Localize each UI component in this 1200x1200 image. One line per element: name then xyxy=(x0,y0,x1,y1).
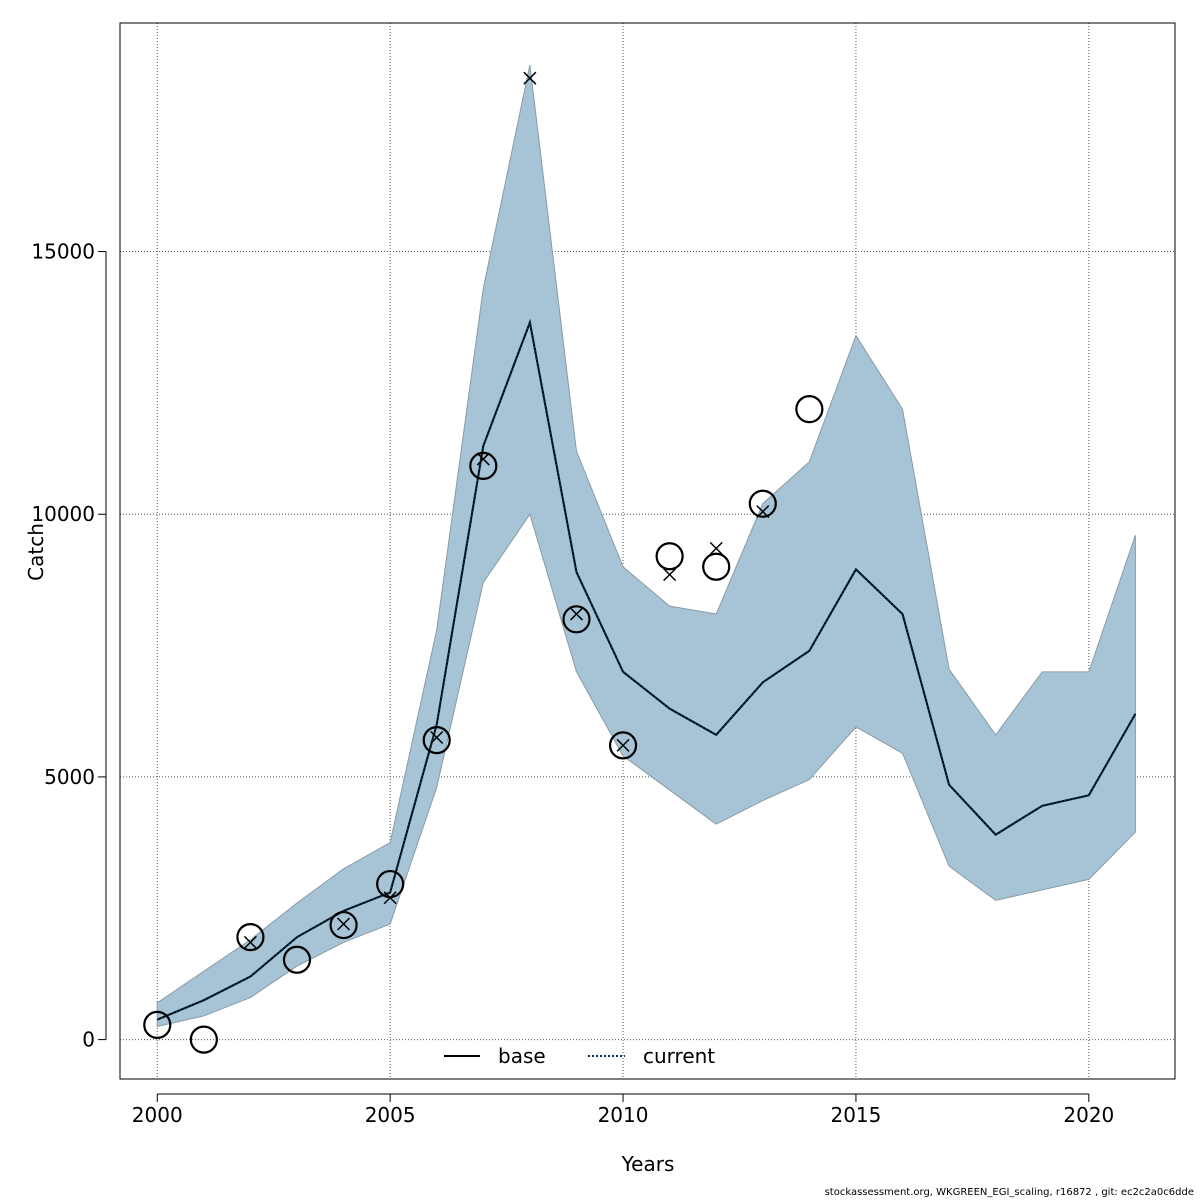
observed-point xyxy=(655,542,684,571)
observed-point xyxy=(795,395,824,424)
observed-point xyxy=(236,923,265,952)
predicted-cross-stroke xyxy=(523,71,537,85)
x-tick-label: 2015 xyxy=(830,1103,881,1127)
y-tick-label: 5000 xyxy=(44,765,95,789)
predicted-point xyxy=(476,452,490,466)
observed-point xyxy=(282,945,312,974)
legend: base current xyxy=(444,1044,715,1068)
y-tick-label: 0 xyxy=(82,1028,95,1052)
predicted-point xyxy=(243,935,257,949)
y-tick-label: 15000 xyxy=(31,240,95,264)
predicted-cross-stroke xyxy=(430,730,444,745)
predicted-point xyxy=(337,917,351,931)
predicted-point xyxy=(709,541,723,555)
x-tick-label: 2000 xyxy=(132,1103,183,1127)
y-tick-label: 10000 xyxy=(31,502,95,526)
legend-current-label: current xyxy=(643,1044,715,1068)
x-tick-label: 2020 xyxy=(1063,1103,1114,1127)
observed-point xyxy=(702,552,731,581)
confidence-band xyxy=(156,64,1136,1028)
predicted-point xyxy=(569,607,583,621)
y-axis-title: Catch xyxy=(24,523,48,581)
observed-point xyxy=(608,731,638,760)
predicted-cross-stroke xyxy=(709,541,723,555)
observed-point xyxy=(422,726,451,755)
predicted-cross-stroke xyxy=(383,891,397,905)
observed-point xyxy=(189,1025,218,1054)
series-line-current xyxy=(156,318,1137,1021)
predicted-point xyxy=(663,568,677,582)
predicted-cross-stroke xyxy=(616,738,630,752)
series-lines xyxy=(156,318,1137,1021)
predicted-cross-stroke xyxy=(756,505,770,519)
predicted-cross-stroke xyxy=(663,568,677,582)
observed-point xyxy=(469,451,498,480)
x-axis-title: Years xyxy=(621,1152,675,1176)
footer-note: stockassessment.org, WKGREEN_EGI_scaling… xyxy=(824,1187,1194,1198)
confidence-band-area xyxy=(156,64,1136,1028)
axes: 2000 2005 2010 2015 2020 0 5000 10000 15000 xyxy=(31,240,1114,1127)
predicted-point xyxy=(523,71,537,85)
predicted-cross-stroke xyxy=(569,607,583,621)
plot-frame xyxy=(119,22,1176,1080)
observed-point xyxy=(748,489,777,518)
observed-point xyxy=(143,1010,172,1039)
predicted-point xyxy=(756,505,770,519)
observed-point xyxy=(562,605,591,634)
predicted-cross-stroke xyxy=(476,452,490,466)
predicted-cross-stroke xyxy=(337,917,351,931)
legend-base-label: base xyxy=(498,1044,546,1068)
observed-point xyxy=(329,910,358,940)
predicted-cross-stroke xyxy=(243,935,257,949)
predicted-point xyxy=(383,891,397,905)
data-markers xyxy=(143,71,824,1054)
x-tick-label: 2005 xyxy=(365,1103,416,1127)
predicted-point xyxy=(430,730,444,745)
predicted-point xyxy=(616,738,630,752)
x-tick-label: 2010 xyxy=(598,1103,649,1127)
